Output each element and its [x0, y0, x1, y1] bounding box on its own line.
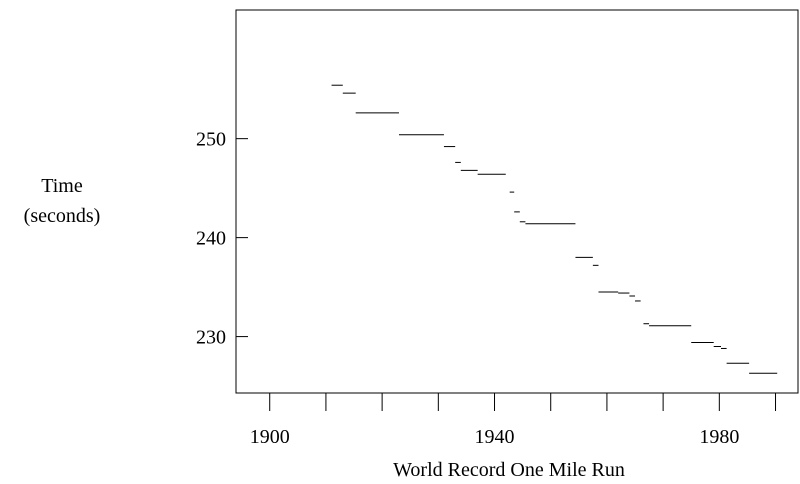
y-axis-ticks	[236, 138, 248, 338]
record-step-series	[331, 84, 778, 374]
x-axis-title: World Record One Mile Run	[393, 459, 625, 481]
plot-frame	[235, 9, 799, 394]
y-axis-title-line1: Time	[41, 175, 83, 197]
x-axis-ticks	[269, 393, 777, 411]
y-tick-label: 240	[196, 228, 226, 250]
x-tick-label: 1940	[475, 426, 515, 448]
x-tick-label: 1900	[250, 426, 290, 448]
x-axis-tick-labels: 1900 1940 1980	[250, 426, 740, 448]
y-axis-tick-labels: 230 240 250	[196, 129, 226, 349]
y-tick-label: 250	[196, 129, 226, 151]
y-axis-title-line2: (seconds)	[24, 205, 101, 227]
y-tick-label: 230	[196, 327, 226, 349]
x-tick-label: 1980	[699, 426, 739, 448]
